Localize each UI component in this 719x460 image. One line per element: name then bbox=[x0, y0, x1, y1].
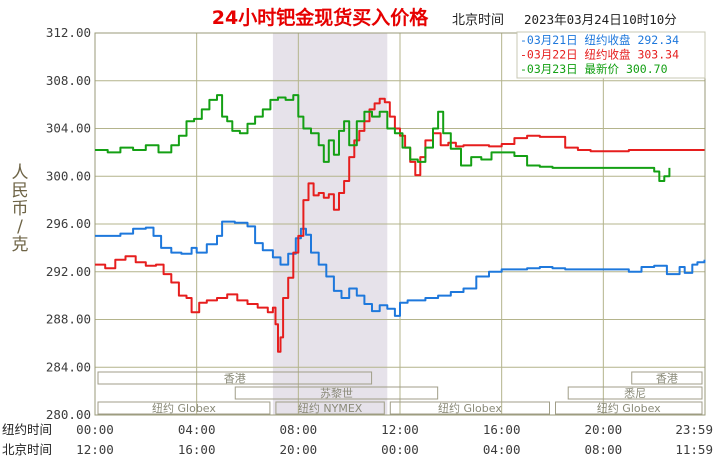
legend: -03月21日 纽约收盘 292.34-03月22日 纽约收盘 303.34-0… bbox=[516, 31, 706, 79]
x-axis-ticks: 00:00 04:00 08:00 12:00 16:00 20:00 23:59 12:00… bbox=[76, 422, 713, 457]
y-tick-label: 312.00 bbox=[46, 25, 91, 40]
session-box bbox=[275, 401, 385, 415]
session-label: 纽约 Globex bbox=[152, 401, 216, 415]
session-label: 香港 bbox=[656, 372, 678, 385]
legend-box bbox=[516, 31, 706, 79]
y-axis-label: 人 民 币 / 克 bbox=[12, 163, 29, 255]
x-tick-label-row2: 08:00 bbox=[585, 442, 623, 457]
session-box bbox=[555, 401, 703, 415]
x-tick-label-row1: 20:00 bbox=[585, 422, 623, 437]
y-axis-label-char: 克 bbox=[12, 235, 29, 255]
series-line-2 bbox=[95, 97, 705, 353]
x-tick-label-row2: 00:00 bbox=[381, 442, 419, 457]
session-box bbox=[631, 371, 703, 385]
x-tick-label-row1: 04:00 bbox=[178, 422, 216, 437]
x-tick-label-row1: 08:00 bbox=[280, 422, 318, 437]
series-line-3 bbox=[95, 94, 671, 182]
x-tick-label-row1: 12:00 bbox=[381, 422, 419, 437]
y-axis-label-char: 币 bbox=[12, 199, 29, 219]
x-tick-label-row2: 16:00 bbox=[178, 442, 216, 457]
y-tick-label: 292.00 bbox=[46, 264, 91, 279]
y-tick-label: 288.00 bbox=[46, 312, 91, 327]
legend-item: -03月22日 纽约收盘 303.34 bbox=[520, 48, 679, 62]
y-tick-label: 300.00 bbox=[46, 168, 91, 183]
y-tick-label: 296.00 bbox=[46, 216, 91, 231]
session-label: 苏黎世 bbox=[320, 386, 353, 400]
plot-border bbox=[94, 32, 706, 416]
y-tick-label: 304.00 bbox=[46, 121, 91, 136]
timestamp: 2023年03月24日10时10分 bbox=[524, 12, 677, 27]
y-axis-label-char: 民 bbox=[12, 181, 29, 201]
session-label: 纽约 NYMEX bbox=[298, 401, 363, 415]
price-series bbox=[95, 94, 706, 353]
session-label: 悉尼 bbox=[624, 387, 646, 400]
y-axis-ticks: 312.00 308.00 304.00 300.00 296.00 292.00 288.… bbox=[46, 25, 91, 422]
x-tick-label-row1: 16:00 bbox=[483, 422, 521, 437]
x-tick-label-row1: 23:59 bbox=[675, 422, 713, 437]
x-tick-label-row2: 12:00 bbox=[76, 442, 114, 457]
session-box bbox=[97, 401, 271, 415]
x-row1-label: 纽约时间 bbox=[2, 422, 52, 437]
y-axis-label-char: 人 bbox=[12, 163, 29, 183]
session-label: 纽约 Globex bbox=[438, 401, 502, 415]
x-row2-label: 北京时间 bbox=[2, 442, 52, 457]
y-axis-label-char: / bbox=[17, 217, 23, 237]
session-box bbox=[567, 386, 703, 400]
series-line-1 bbox=[95, 220, 706, 317]
grid-lines bbox=[94, 32, 706, 416]
session-label: 纽约 Globex bbox=[597, 401, 661, 415]
x-tick-label-row1: 00:00 bbox=[76, 422, 114, 437]
legend-item: -03月21日 纽约收盘 292.34 bbox=[520, 33, 679, 47]
legend-item: -03月23日 最新价 300.70 bbox=[520, 62, 668, 76]
timezone-label: 北京时间 bbox=[452, 13, 504, 28]
x-tick-label-row2: 04:00 bbox=[483, 442, 521, 457]
x-tick-label-row2: 20:00 bbox=[280, 442, 318, 457]
session-box bbox=[97, 371, 373, 385]
x-tick-label-row2: 11:59 bbox=[675, 442, 713, 457]
session-box bbox=[389, 401, 550, 415]
y-tick-label: 284.00 bbox=[46, 359, 91, 374]
y-tick-label: 280.00 bbox=[46, 407, 91, 422]
chart-title: 24小时钯金现货买入价格 bbox=[212, 6, 429, 29]
session-label: 香港 bbox=[224, 372, 246, 385]
session-box bbox=[234, 386, 439, 400]
y-tick-label: 308.00 bbox=[46, 73, 91, 88]
